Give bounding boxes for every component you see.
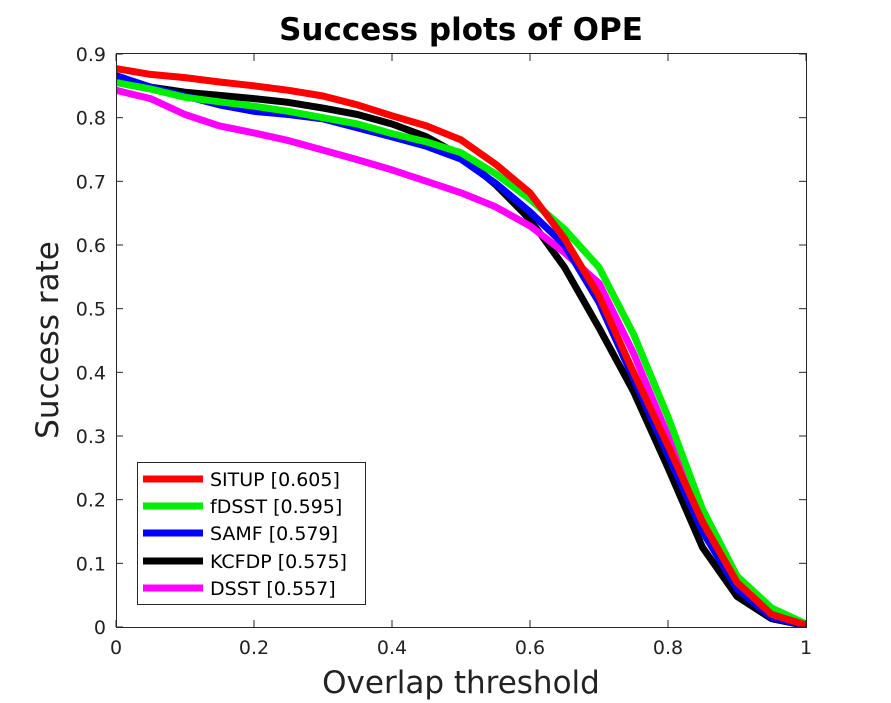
y-tick-label: 0.4 — [76, 362, 106, 384]
y-tick-label: 0.3 — [76, 426, 106, 448]
y-axis-label: Success rate — [30, 241, 66, 439]
y-tick-label: 0.1 — [76, 553, 106, 575]
x-axis: 0 0.2 0.4 0.6 0.8 1 — [110, 54, 812, 659]
y-tick-label: 0.9 — [76, 44, 106, 66]
series-line-fdsst — [116, 79, 806, 627]
y-tick-label: 0.5 — [76, 299, 106, 321]
y-axis: 0 0.1 0.2 0.3 0.4 0.5 0.6 0.7 0.8 0.9 — [76, 44, 806, 639]
y-tick-label: 0.7 — [76, 171, 106, 193]
plot-frame — [116, 53, 807, 628]
x-tick-label: 1 — [800, 637, 812, 659]
legend: SITUP [0.605] fDSST [0.595] SAMF [0.579] KC… — [137, 462, 366, 605]
y-tick-label: 0.6 — [76, 235, 106, 257]
x-tick-label: 0.6 — [515, 637, 545, 659]
series-line-samf — [116, 72, 806, 628]
series-layer — [116, 65, 806, 628]
series-line-situp — [116, 65, 806, 628]
legend-label: SITUP [0.605] — [210, 469, 340, 491]
x-tick-label: 0.2 — [239, 637, 269, 659]
y-tick-label: 0 — [94, 617, 106, 639]
chart-title: Success plots of OPE — [279, 12, 643, 48]
x-tick-label: 0.8 — [653, 637, 683, 659]
x-tick-label: 0 — [110, 637, 122, 659]
legend-label: SAMF [0.579] — [210, 523, 338, 545]
legend-label: fDSST [0.595] — [210, 496, 342, 518]
y-tick-label: 0.2 — [76, 490, 106, 512]
legend-label: KCFDP [0.575] — [210, 551, 347, 573]
x-axis-label: Overlap threshold — [322, 665, 600, 701]
y-tick-label: 0.8 — [76, 108, 106, 130]
legend-label: DSST [0.557] — [210, 578, 336, 600]
x-tick-label: 0.4 — [377, 637, 407, 659]
